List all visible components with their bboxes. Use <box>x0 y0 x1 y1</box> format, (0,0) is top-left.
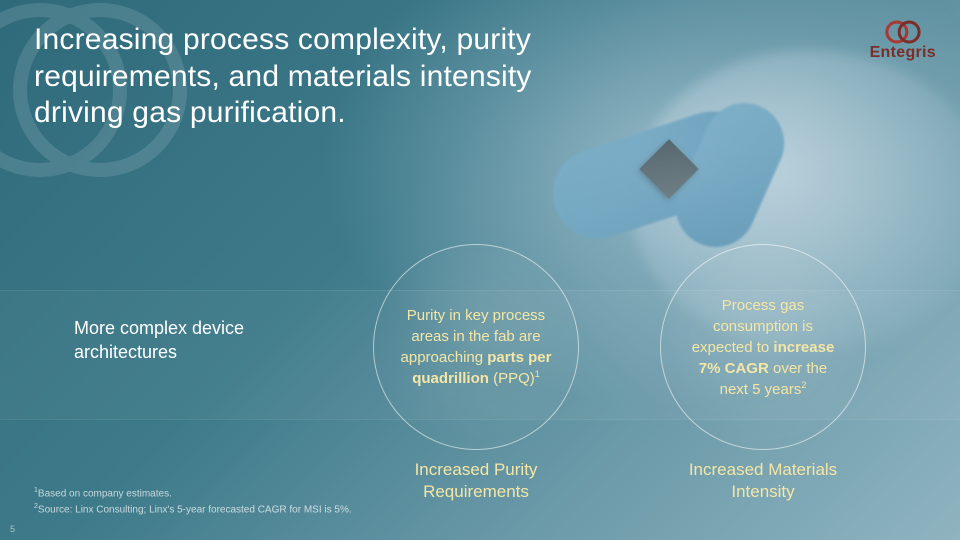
logo-rings-icon <box>880 18 926 46</box>
circle-materials-text: Process gas consumption is expected to i… <box>687 295 839 400</box>
column-left-text: More complex device architectures <box>74 316 294 365</box>
footnote-1: 1Based on company estimates. <box>34 486 352 502</box>
footnotes: 1Based on company estimates. 2Source: Li… <box>34 486 352 518</box>
footnote-2-text: Source: Linx Consulting; Linx's 5-year f… <box>38 505 352 516</box>
footnote-2: 2Source: Linx Consulting; Linx's 5-year … <box>34 502 352 518</box>
company-logo: Entegris <box>870 18 936 62</box>
circle-purity-text: Purity in key process areas in the fab a… <box>400 305 552 389</box>
circle-purity-sup: 1 <box>535 369 540 379</box>
caption-purity: Increased Purity Requirements <box>373 459 579 503</box>
circle-purity-post: (PPQ) <box>489 370 535 387</box>
circle-materials-sup: 2 <box>801 380 806 390</box>
page-number: 5 <box>10 524 15 534</box>
slide-title: Increasing process complexity, purity re… <box>34 22 594 132</box>
footnote-1-text: Based on company estimates. <box>38 489 172 500</box>
slide: Entegris Increasing process complexity, … <box>0 0 960 540</box>
circle-purity: Purity in key process areas in the fab a… <box>373 244 579 450</box>
circle-materials: Process gas consumption is expected to i… <box>660 244 866 450</box>
logo-text: Entegris <box>870 44 936 62</box>
caption-materials: Increased Materials Intensity <box>660 459 866 503</box>
